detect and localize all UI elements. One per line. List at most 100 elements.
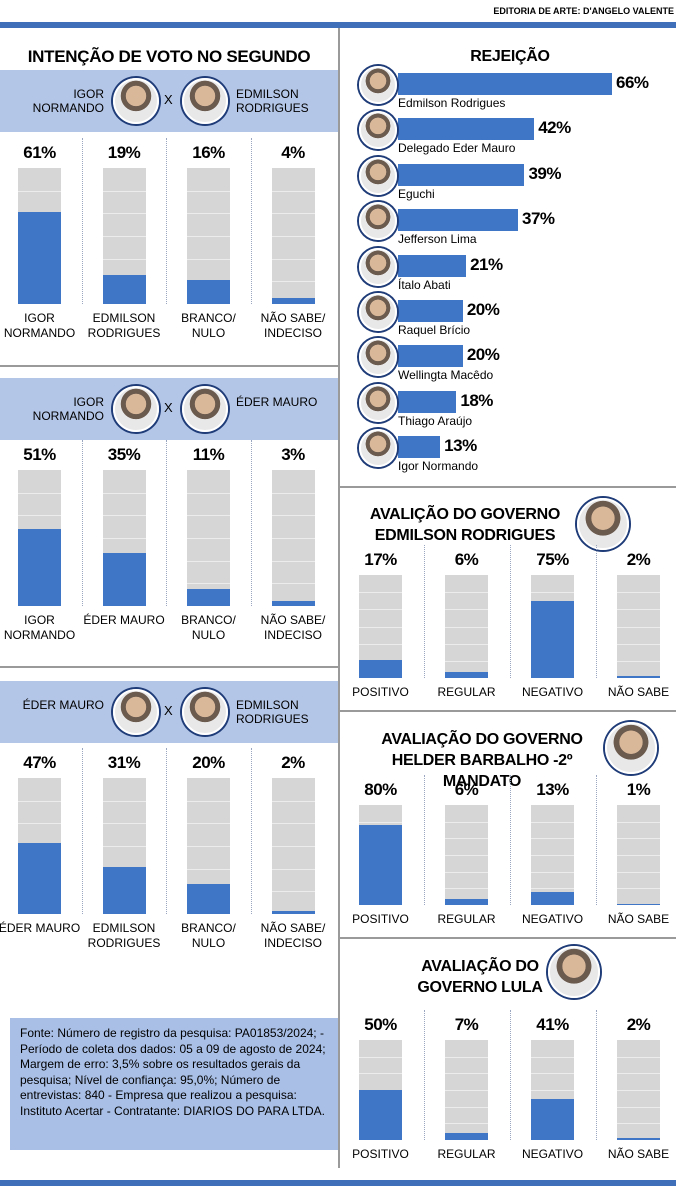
person-photo [359, 156, 397, 195]
value-label: 41% [536, 1015, 569, 1034]
bar [445, 1133, 488, 1140]
candidate-photo [113, 689, 159, 735]
bar [102, 867, 146, 914]
category-label: IGOR NORMANDO [3, 613, 76, 642]
column-rule [445, 660, 488, 662]
category-label: NEGATIVO [521, 1147, 584, 1161]
candidate-photo [182, 689, 228, 735]
divider [595, 775, 597, 905]
column-rule [531, 821, 574, 823]
category-label: NÃO SABE [607, 1147, 670, 1161]
value-label: 2% [281, 753, 305, 772]
divider [423, 775, 425, 905]
category-label: REGULAR [437, 685, 496, 699]
category-label: BRANCO/ NULO [181, 613, 236, 642]
bar [187, 883, 230, 914]
column-rule [187, 868, 230, 870]
column-rule [271, 492, 315, 494]
column-rule [187, 846, 230, 847]
column-divider [338, 28, 340, 1168]
header-band [0, 378, 338, 440]
column-rule [271, 823, 315, 825]
divider [81, 440, 83, 606]
column-rule [531, 592, 574, 594]
bar [102, 553, 146, 606]
bar [398, 345, 463, 368]
column-rule [102, 236, 146, 237]
candidate-photo [182, 386, 228, 432]
column-rule [359, 821, 402, 823]
value-label: 4% [281, 143, 305, 162]
bar [617, 1138, 660, 1140]
person-photo [359, 383, 397, 422]
value-label: 31% [107, 753, 141, 772]
column-rule [187, 190, 230, 192]
category-label: POSITIVO [352, 685, 409, 699]
column-rule [102, 800, 146, 802]
category-label: ÉDER MAURO [83, 613, 165, 627]
column-rule [359, 1056, 402, 1058]
column-rule [271, 281, 315, 283]
person-photo [359, 66, 397, 104]
bar [187, 279, 230, 304]
bar [398, 436, 441, 459]
column-rule [617, 626, 660, 628]
value-label: 51% [23, 445, 56, 464]
divider [250, 138, 252, 304]
divider [81, 748, 83, 914]
category-label: EDMILSON RODRIGUES [87, 311, 161, 340]
bar [531, 1099, 574, 1140]
divider [166, 440, 168, 606]
bottom-rule [0, 1180, 676, 1186]
section-divider [340, 710, 676, 712]
bar [271, 297, 315, 304]
value-label: 2% [626, 1015, 651, 1034]
category-label: EDMILSON RODRIGUES [87, 921, 161, 950]
column-rule [187, 213, 230, 215]
column-rule [271, 868, 315, 870]
bar [531, 892, 574, 905]
bar [359, 660, 402, 678]
value-label: 6% [454, 550, 479, 569]
column-rule [531, 1056, 574, 1058]
column-rule [18, 190, 61, 192]
column-rule [271, 258, 315, 260]
category-label: REGULAR [437, 1147, 496, 1161]
divider [595, 1010, 597, 1140]
divider [509, 545, 511, 678]
value-label: 21% [470, 254, 503, 274]
candidate-name: ÉDER MAURO [236, 395, 318, 409]
column-rule [359, 1073, 402, 1075]
source-box: Fonte: Número de registro da pesquisa: P… [10, 1018, 338, 1150]
value-label: 80% [364, 780, 397, 799]
category-label: Eguchi [398, 186, 435, 201]
column-rule [445, 1123, 488, 1125]
bar [398, 390, 457, 413]
column-rule [187, 492, 230, 494]
value-label: 18% [460, 390, 493, 410]
column-rule [617, 1106, 660, 1108]
category-label: ÉDER MAURO [0, 921, 81, 935]
bar [359, 1090, 402, 1140]
versus: X [164, 92, 173, 107]
value-label: 7% [454, 1015, 479, 1034]
chart-title: AVALIÇÃO DO GOVERNO EDMILSON RODRIGUES [369, 506, 561, 544]
column-rule [445, 1106, 488, 1108]
value-label: 75% [536, 550, 569, 569]
chart-title: AVALIAÇÃO DO GOVERNO HELDER BARBALHO -2º… [381, 731, 583, 790]
bar [18, 211, 61, 304]
bar [18, 842, 61, 914]
category-label: Ítalo Abati [398, 277, 451, 292]
divider [166, 748, 168, 914]
column-rule [187, 823, 230, 825]
value-label: 20% [466, 300, 500, 319]
column-rule [445, 838, 488, 840]
value-label: 1% [626, 780, 651, 799]
section-divider [340, 486, 676, 488]
person-photo [359, 293, 397, 331]
credit: EDITORIA DE ARTE: D'ANGELO VALENTE [493, 6, 674, 16]
value-label: 47% [23, 753, 56, 772]
column-rule [617, 855, 660, 856]
top-rule [0, 22, 676, 28]
